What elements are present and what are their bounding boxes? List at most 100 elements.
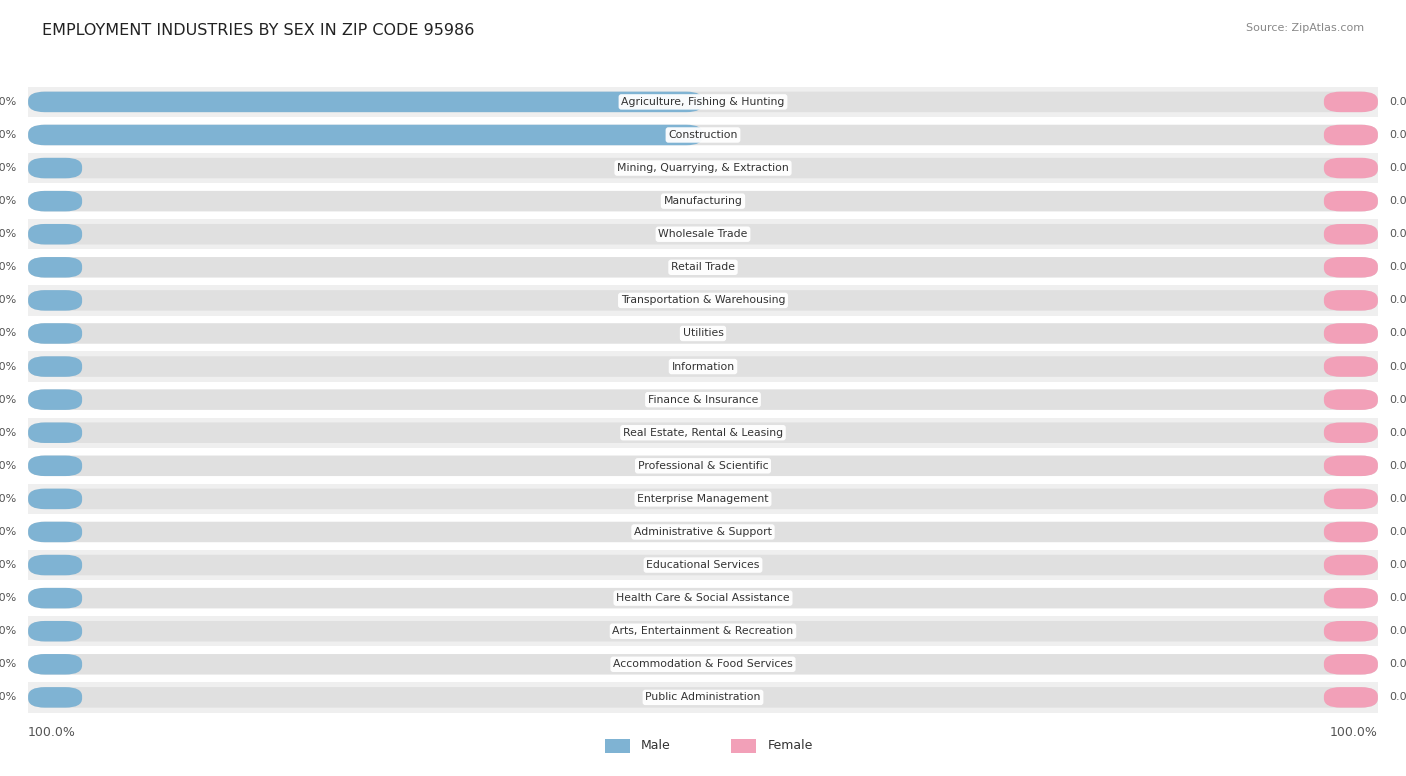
Text: 0.0%: 0.0%: [1389, 560, 1406, 570]
Text: 0.0%: 0.0%: [1389, 262, 1406, 272]
Text: 0.0%: 0.0%: [0, 494, 17, 504]
Bar: [28, 583, 1378, 613]
Text: Retail Trade: Retail Trade: [671, 262, 735, 272]
FancyBboxPatch shape: [1324, 224, 1378, 244]
Text: 0.0%: 0.0%: [1389, 660, 1406, 669]
FancyBboxPatch shape: [28, 621, 1378, 642]
FancyBboxPatch shape: [1324, 687, 1378, 708]
FancyBboxPatch shape: [28, 390, 1378, 410]
Text: 100.0%: 100.0%: [1330, 726, 1378, 739]
Text: 0.0%: 0.0%: [1389, 229, 1406, 239]
Text: Health Care & Social Assistance: Health Care & Social Assistance: [616, 593, 790, 603]
Text: 0.0%: 0.0%: [0, 626, 17, 636]
Text: Source: ZipAtlas.com: Source: ZipAtlas.com: [1246, 23, 1364, 33]
FancyBboxPatch shape: [28, 125, 1378, 145]
FancyBboxPatch shape: [28, 621, 82, 642]
FancyBboxPatch shape: [1324, 257, 1378, 278]
Text: 0.0%: 0.0%: [0, 527, 17, 537]
Text: 0.0%: 0.0%: [0, 296, 17, 306]
Text: 100.0%: 100.0%: [0, 130, 17, 140]
Text: Transportation & Warehousing: Transportation & Warehousing: [621, 296, 785, 306]
Text: 0.0%: 0.0%: [0, 328, 17, 338]
FancyBboxPatch shape: [28, 555, 82, 575]
Bar: [28, 352, 1378, 382]
Text: 0.0%: 0.0%: [0, 560, 17, 570]
Text: 0.0%: 0.0%: [1389, 97, 1406, 107]
Bar: [28, 517, 1378, 547]
FancyBboxPatch shape: [28, 356, 82, 377]
Text: 0.0%: 0.0%: [1389, 130, 1406, 140]
FancyBboxPatch shape: [28, 290, 1378, 310]
FancyBboxPatch shape: [28, 555, 1378, 575]
FancyBboxPatch shape: [28, 191, 82, 211]
Text: 0.0%: 0.0%: [1389, 527, 1406, 537]
FancyBboxPatch shape: [28, 687, 82, 708]
FancyBboxPatch shape: [28, 489, 1378, 509]
Text: Public Administration: Public Administration: [645, 692, 761, 702]
Bar: [28, 616, 1378, 646]
Text: 0.0%: 0.0%: [0, 428, 17, 438]
FancyBboxPatch shape: [28, 324, 1378, 344]
Text: 0.0%: 0.0%: [1389, 494, 1406, 504]
Text: 0.0%: 0.0%: [0, 593, 17, 603]
Text: Utilities: Utilities: [682, 328, 724, 338]
FancyBboxPatch shape: [28, 290, 82, 310]
Bar: [28, 550, 1378, 580]
FancyBboxPatch shape: [1324, 290, 1378, 310]
FancyBboxPatch shape: [28, 158, 82, 178]
Text: Enterprise Management: Enterprise Management: [637, 494, 769, 504]
FancyBboxPatch shape: [28, 224, 1378, 244]
Text: Administrative & Support: Administrative & Support: [634, 527, 772, 537]
FancyBboxPatch shape: [1324, 191, 1378, 211]
Text: Male: Male: [641, 740, 671, 752]
Text: 100.0%: 100.0%: [0, 97, 17, 107]
Text: Information: Information: [672, 362, 734, 372]
Bar: [28, 451, 1378, 481]
FancyBboxPatch shape: [28, 422, 82, 443]
FancyBboxPatch shape: [1324, 356, 1378, 377]
FancyBboxPatch shape: [28, 92, 1378, 113]
Text: 0.0%: 0.0%: [1389, 626, 1406, 636]
FancyBboxPatch shape: [1324, 456, 1378, 476]
Bar: [28, 252, 1378, 282]
FancyBboxPatch shape: [1324, 125, 1378, 145]
Bar: [28, 186, 1378, 217]
FancyBboxPatch shape: [1324, 324, 1378, 344]
FancyBboxPatch shape: [28, 356, 1378, 377]
Text: 0.0%: 0.0%: [1389, 362, 1406, 372]
FancyBboxPatch shape: [28, 456, 82, 476]
Text: 0.0%: 0.0%: [1389, 692, 1406, 702]
Text: 0.0%: 0.0%: [1389, 395, 1406, 404]
FancyBboxPatch shape: [28, 158, 1378, 178]
Text: 0.0%: 0.0%: [0, 362, 17, 372]
Text: Mining, Quarrying, & Extraction: Mining, Quarrying, & Extraction: [617, 163, 789, 173]
FancyBboxPatch shape: [28, 654, 1378, 674]
FancyBboxPatch shape: [1324, 92, 1378, 113]
Bar: [731, 739, 756, 753]
Text: Educational Services: Educational Services: [647, 560, 759, 570]
Bar: [28, 153, 1378, 183]
FancyBboxPatch shape: [1324, 588, 1378, 608]
Text: 0.0%: 0.0%: [0, 692, 17, 702]
FancyBboxPatch shape: [28, 456, 1378, 476]
Text: 0.0%: 0.0%: [0, 461, 17, 471]
Text: 0.0%: 0.0%: [0, 660, 17, 669]
Text: 0.0%: 0.0%: [1389, 593, 1406, 603]
Text: Accommodation & Food Services: Accommodation & Food Services: [613, 660, 793, 669]
Bar: [28, 483, 1378, 514]
FancyBboxPatch shape: [28, 521, 82, 542]
Bar: [28, 384, 1378, 415]
Text: Manufacturing: Manufacturing: [664, 196, 742, 206]
FancyBboxPatch shape: [1324, 555, 1378, 575]
Text: 0.0%: 0.0%: [1389, 296, 1406, 306]
Bar: [28, 219, 1378, 249]
Bar: [28, 649, 1378, 680]
Bar: [605, 739, 630, 753]
FancyBboxPatch shape: [28, 257, 1378, 278]
FancyBboxPatch shape: [28, 224, 82, 244]
Text: Finance & Insurance: Finance & Insurance: [648, 395, 758, 404]
FancyBboxPatch shape: [28, 191, 1378, 211]
FancyBboxPatch shape: [1324, 489, 1378, 509]
Text: Agriculture, Fishing & Hunting: Agriculture, Fishing & Hunting: [621, 97, 785, 107]
Text: EMPLOYMENT INDUSTRIES BY SEX IN ZIP CODE 95986: EMPLOYMENT INDUSTRIES BY SEX IN ZIP CODE…: [42, 23, 475, 38]
